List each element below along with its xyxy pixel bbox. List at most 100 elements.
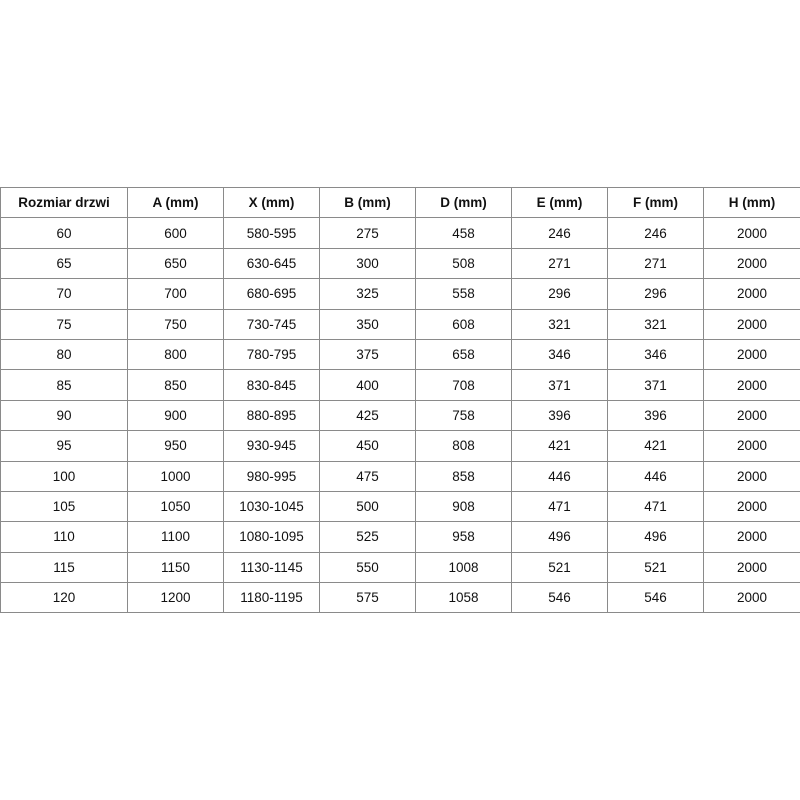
- table-cell: 546: [607, 582, 704, 614]
- table-cell: 758: [415, 399, 512, 432]
- table-cell: 70: [0, 278, 128, 310]
- table-cell: 446: [607, 460, 704, 492]
- table-cell: 700: [127, 278, 224, 310]
- table-cell: 2000: [703, 399, 800, 432]
- column-header: Rozmiar drzwi: [0, 186, 128, 219]
- table-cell: 421: [511, 430, 608, 462]
- table-cell: 830-845: [223, 369, 320, 401]
- table-cell: 396: [511, 399, 608, 432]
- table-row: 120 1200 1180-1195 575 1058 546 546 2000: [0, 582, 800, 614]
- table-cell: 346: [511, 338, 608, 371]
- table-cell: 546: [511, 582, 608, 614]
- table-cell: 471: [511, 490, 608, 523]
- table-row: 85 850 830-845 400 708 371 371 2000: [0, 369, 800, 401]
- table-cell: 980-995: [223, 460, 320, 492]
- table-cell: 930-945: [223, 430, 320, 462]
- table-cell: 630-645: [223, 247, 320, 280]
- table-cell: 500: [319, 490, 416, 523]
- table-cell: 1200: [127, 582, 224, 614]
- table-cell: 115: [0, 551, 128, 584]
- table-cell: 496: [511, 521, 608, 553]
- dimensions-table: Rozmiar drzwi A (mm) X (mm) B (mm) D (mm) E (…: [0, 186, 800, 614]
- table-cell: 2000: [703, 247, 800, 280]
- table-cell: 110: [0, 521, 128, 553]
- table-cell: 880-895: [223, 399, 320, 432]
- table-cell: 650: [127, 247, 224, 280]
- table-cell: 496: [607, 521, 704, 553]
- table-cell: 275: [319, 217, 416, 249]
- table-cell: 421: [607, 430, 704, 462]
- table-cell: 680-695: [223, 278, 320, 310]
- table-cell: 1150: [127, 551, 224, 584]
- table-cell: 1130-1145: [223, 551, 320, 584]
- table-cell: 371: [511, 369, 608, 401]
- table-row: 105 1050 1030-1045 500 908 471 471 2000: [0, 490, 800, 523]
- table-cell: 508: [415, 247, 512, 280]
- table-cell: 475: [319, 460, 416, 492]
- table-cell: 246: [607, 217, 704, 249]
- table-cell: 580-595: [223, 217, 320, 249]
- table-row: 75 750 730-745 350 608 321 321 2000: [0, 308, 800, 340]
- table-cell: 1008: [415, 551, 512, 584]
- table-cell: 1058: [415, 582, 512, 614]
- table-cell: 2000: [703, 430, 800, 462]
- table-row: 70 700 680-695 325 558 296 296 2000: [0, 278, 800, 310]
- table-row: 115 1150 1130-1145 550 1008 521 521 2000: [0, 551, 800, 584]
- column-header: X (mm): [223, 186, 320, 219]
- table-cell: 2000: [703, 308, 800, 340]
- table-cell: 800: [127, 338, 224, 371]
- table-row: 95 950 930-945 450 808 421 421 2000: [0, 430, 800, 462]
- table-cell: 346: [607, 338, 704, 371]
- column-header: F (mm): [607, 186, 704, 219]
- table-row: 100 1000 980-995 475 858 446 446 2000: [0, 460, 800, 492]
- table-cell: 371: [607, 369, 704, 401]
- table-cell: 658: [415, 338, 512, 371]
- column-header: D (mm): [415, 186, 512, 219]
- table-cell: 350: [319, 308, 416, 340]
- table-cell: 246: [511, 217, 608, 249]
- table-cell: 2000: [703, 460, 800, 492]
- table-cell: 65: [0, 247, 128, 280]
- table-cell: 1050: [127, 490, 224, 523]
- table-cell: 1100: [127, 521, 224, 553]
- table-cell: 450: [319, 430, 416, 462]
- table-cell: 2000: [703, 582, 800, 614]
- column-header: H (mm): [703, 186, 800, 219]
- table-cell: 521: [511, 551, 608, 584]
- table-cell: 730-745: [223, 308, 320, 340]
- table-cell: 325: [319, 278, 416, 310]
- table-cell: 950: [127, 430, 224, 462]
- table-cell: 321: [511, 308, 608, 340]
- table-cell: 321: [607, 308, 704, 340]
- column-header: A (mm): [127, 186, 224, 219]
- column-header: E (mm): [511, 186, 608, 219]
- table-cell: 600: [127, 217, 224, 249]
- table-cell: 100: [0, 460, 128, 492]
- table-row: 90 900 880-895 425 758 396 396 2000: [0, 399, 800, 432]
- table-cell: 471: [607, 490, 704, 523]
- table-cell: 858: [415, 460, 512, 492]
- table-cell: 958: [415, 521, 512, 553]
- table-cell: 105: [0, 490, 128, 523]
- table-cell: 80: [0, 338, 128, 371]
- table-row: 65 650 630-645 300 508 271 271 2000: [0, 247, 800, 280]
- table-cell: 2000: [703, 217, 800, 249]
- table-cell: 396: [607, 399, 704, 432]
- table-row: 110 1100 1080-1095 525 958 496 496 2000: [0, 521, 800, 553]
- table-cell: 2000: [703, 521, 800, 553]
- table-cell: 271: [607, 247, 704, 280]
- table-cell: 558: [415, 278, 512, 310]
- table-cell: 908: [415, 490, 512, 523]
- table-cell: 95: [0, 430, 128, 462]
- table-cell: 1180-1195: [223, 582, 320, 614]
- table-cell: 1080-1095: [223, 521, 320, 553]
- table-cell: 521: [607, 551, 704, 584]
- table-cell: 750: [127, 308, 224, 340]
- table-cell: 120: [0, 582, 128, 614]
- table-cell: 1000: [127, 460, 224, 492]
- table-row: 80 800 780-795 375 658 346 346 2000: [0, 338, 800, 371]
- table-cell: 900: [127, 399, 224, 432]
- table-cell: 2000: [703, 369, 800, 401]
- table-cell: 296: [607, 278, 704, 310]
- table-cell: 2000: [703, 278, 800, 310]
